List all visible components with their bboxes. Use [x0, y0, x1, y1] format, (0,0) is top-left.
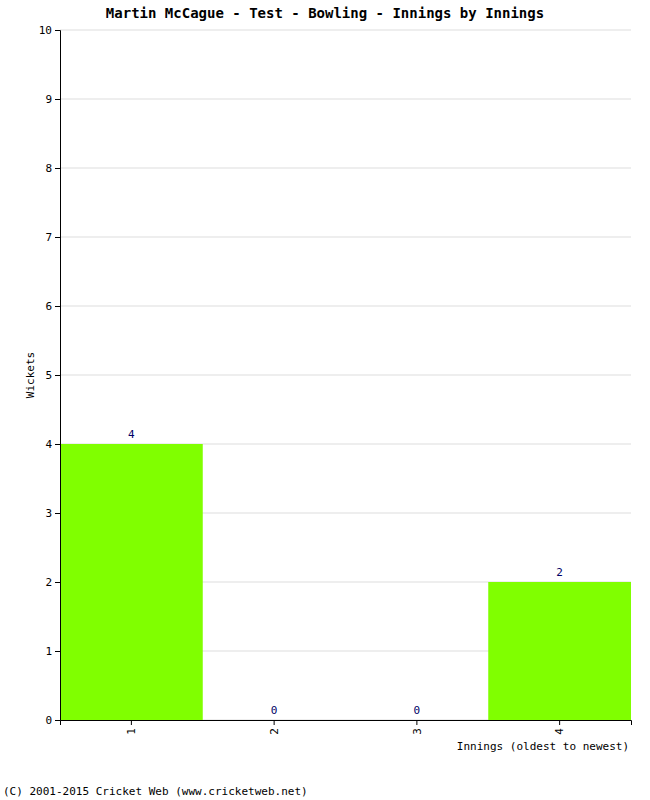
x-tick-label: 4 — [553, 728, 566, 735]
y-tick: 6 — [45, 300, 60, 313]
y-tick-label: 0 — [45, 714, 52, 727]
data-label: 0 — [414, 704, 421, 717]
bar — [346, 720, 489, 721]
y-tick: 5 — [45, 369, 60, 382]
x-tick: 2 — [268, 720, 281, 735]
x-tick-label: 2 — [268, 728, 281, 735]
x-tick: 3 — [411, 720, 424, 735]
y-tick-label: 9 — [45, 93, 52, 106]
y-tick-mark — [55, 582, 60, 583]
chart-svg: 0 1 2 3 4 5 6 7 8 9 10 1 2 3 4 4 0 0 2 Martin McCague - Tes… — [0, 0, 650, 800]
y-axis-line — [55, 31, 61, 721]
x-tick: 1 — [125, 720, 138, 735]
y-tick-label: 10 — [39, 24, 52, 37]
y-tick-label: 5 — [45, 369, 52, 382]
y-tick: 10 — [39, 24, 60, 37]
footer-credit: (C) 2001-2015 Cricket Web (www.cricketwe… — [3, 785, 308, 798]
grid-line — [60, 168, 631, 169]
x-tick-label: 1 — [125, 728, 138, 735]
y-tick-label: 8 — [45, 162, 52, 175]
chart-container: 0 1 2 3 4 5 6 7 8 9 10 1 2 3 4 4 0 0 2 Martin McCague - Tes… — [0, 0, 650, 800]
data-label: 0 — [271, 704, 278, 717]
y-tick-label: 1 — [45, 645, 52, 658]
chart-title: Martin McCague - Test - Bowling - Inning… — [106, 5, 544, 21]
x-tick: 4 — [553, 720, 566, 735]
x-axis-line — [61, 721, 632, 726]
y-tick-label: 3 — [45, 507, 52, 520]
data-label: 4 — [128, 428, 135, 441]
y-tick-mark — [55, 168, 60, 169]
y-tick-mark — [55, 30, 60, 31]
x-axis-title: Innings (oldest to newest) — [457, 740, 629, 753]
y-tick: 4 — [45, 438, 60, 451]
y-tick: 1 — [45, 645, 60, 658]
y-tick: 3 — [45, 507, 60, 520]
y-tick: 9 — [45, 93, 60, 106]
y-tick-mark — [55, 237, 60, 238]
y-tick-mark — [55, 306, 60, 307]
y-tick-mark — [55, 651, 60, 652]
y-tick-mark — [55, 375, 60, 376]
grid-line — [60, 375, 631, 376]
y-tick-label: 7 — [45, 231, 52, 244]
y-tick: 7 — [45, 231, 60, 244]
grid-line — [60, 99, 631, 100]
x-tick-mark — [274, 720, 275, 725]
y-axis-title: Wickets — [24, 352, 37, 398]
bar — [488, 582, 631, 720]
x-axis: 1 2 3 4 — [61, 720, 632, 735]
y-tick-label: 2 — [45, 576, 52, 589]
x-tick-label: 3 — [411, 728, 424, 735]
y-axis: 0 1 2 3 4 5 6 7 8 9 10 — [39, 24, 61, 727]
bar — [203, 720, 346, 721]
y-tick-label: 6 — [45, 300, 52, 313]
y-tick: 2 — [45, 576, 60, 589]
grid — [60, 30, 631, 720]
y-tick: 0 — [45, 714, 60, 727]
y-tick-mark — [55, 444, 60, 445]
y-tick-mark — [55, 513, 60, 514]
data-labels: 4 0 0 2 — [128, 428, 563, 717]
y-tick-label: 4 — [45, 438, 52, 451]
y-tick: 8 — [45, 162, 60, 175]
grid-line — [60, 306, 631, 307]
x-tick-mark — [416, 720, 417, 725]
data-label: 2 — [556, 566, 563, 579]
x-tick-mark — [559, 720, 560, 725]
grid-line — [60, 237, 631, 238]
y-tick-mark — [55, 99, 60, 100]
bars — [60, 444, 631, 720]
y-tick-mark — [55, 720, 60, 721]
bar — [60, 444, 203, 720]
x-tick-mark — [131, 720, 132, 725]
grid-line — [60, 30, 631, 31]
